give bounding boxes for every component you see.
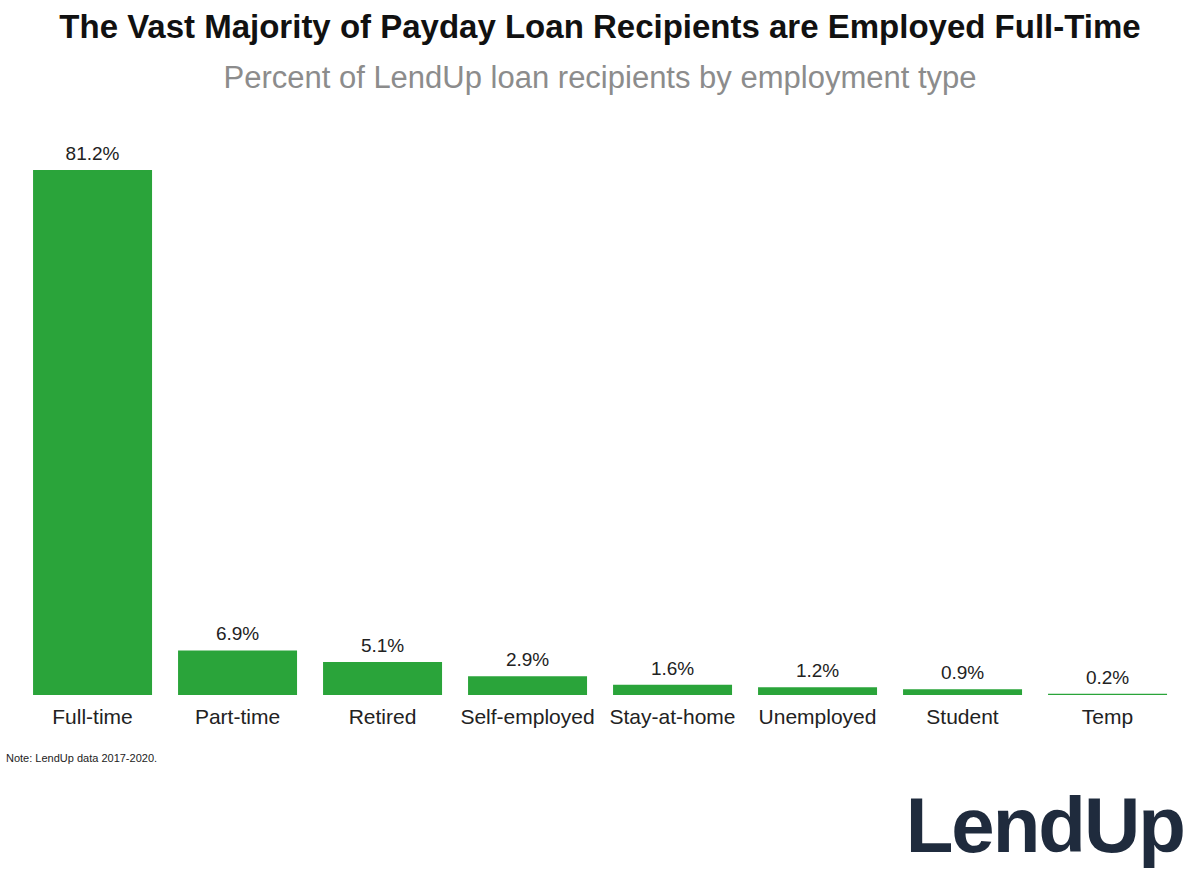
svg-text:1.2%: 1.2% bbox=[796, 660, 839, 681]
svg-text:5.1%: 5.1% bbox=[361, 635, 404, 656]
svg-text:Temp: Temp bbox=[1082, 705, 1133, 728]
svg-text:Part-time: Part-time bbox=[195, 705, 280, 728]
svg-text:2.9%: 2.9% bbox=[506, 649, 549, 670]
svg-text:Stay-at-home: Stay-at-home bbox=[609, 705, 735, 728]
svg-text:0.2%: 0.2% bbox=[1086, 667, 1129, 688]
html-text:Percent of LendUp loan recipie: Percent of LendUp loan recipients by emp… bbox=[223, 60, 977, 95]
svg-text:Retired: Retired bbox=[349, 705, 417, 728]
html-text:The Vast Majority of Payday Lo: The Vast Majority of Payday Loan Recipie… bbox=[59, 8, 1141, 45]
svg-text:Student: Student bbox=[926, 705, 999, 728]
svg-text:0.9%: 0.9% bbox=[941, 662, 984, 683]
svg-text:1.6%: 1.6% bbox=[651, 658, 694, 679]
svg-text:Self-employed: Self-employed bbox=[460, 705, 594, 728]
svg-text:Full-time: Full-time bbox=[52, 705, 133, 728]
html-text:Note: LendUp data 2017-2020.: Note: LendUp data 2017-2020. bbox=[6, 752, 158, 764]
html-text:LendUp: LendUp bbox=[905, 781, 1184, 869]
svg-text:Unemployed: Unemployed bbox=[759, 705, 877, 728]
svg-text:6.9%: 6.9% bbox=[216, 623, 259, 644]
svg-text:81.2%: 81.2% bbox=[66, 143, 120, 164]
